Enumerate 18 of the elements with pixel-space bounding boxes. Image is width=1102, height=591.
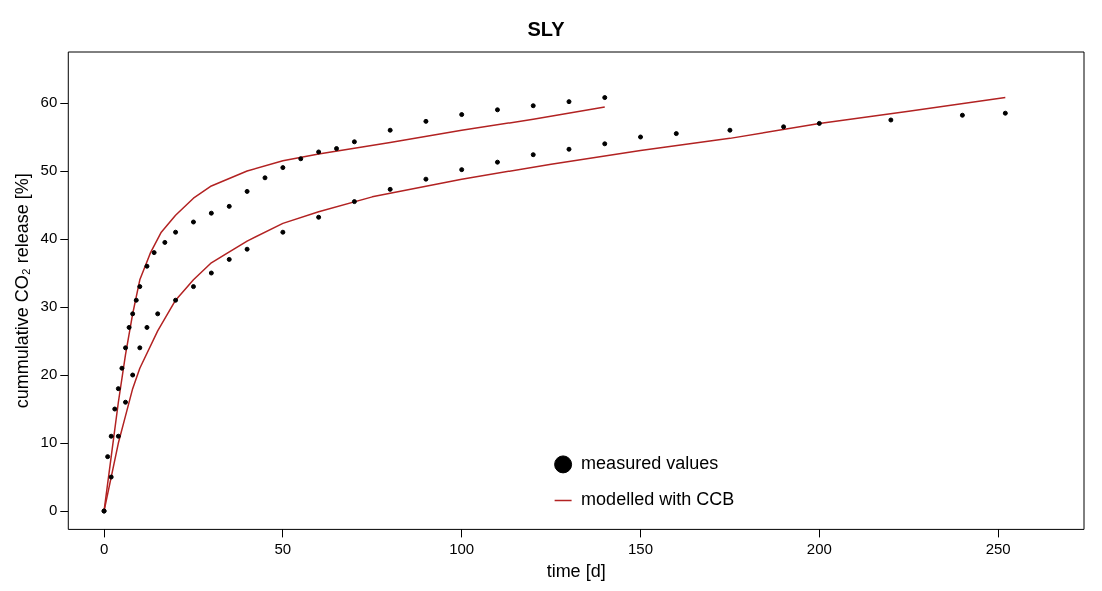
y-tick-label: 30 (40, 297, 58, 315)
x-tick-label: 50 (274, 539, 292, 557)
x-tick-label: 150 (628, 539, 654, 557)
y-tick-label: 60 (40, 93, 58, 111)
x-tick-label: 0 (99, 539, 109, 557)
y-tick-label: 50 (40, 161, 58, 179)
chart-title: SLY (527, 17, 566, 40)
y-tick-label: 40 (40, 229, 58, 247)
y-tick-label: 0 (48, 501, 58, 519)
y-tick-label: 10 (40, 433, 58, 451)
x-tick-label: 100 (449, 539, 475, 557)
legend-label: measured values (581, 453, 719, 474)
y-axis-title: cummulative CO₂ release [%] (11, 173, 32, 409)
x-tick-label: 200 (806, 539, 832, 557)
x-tick-label: 250 (985, 539, 1011, 557)
y-tick-label: 20 (40, 365, 58, 383)
legend-label: modelled with CCB (581, 489, 735, 510)
x-axis-title: time [d] (546, 561, 606, 582)
